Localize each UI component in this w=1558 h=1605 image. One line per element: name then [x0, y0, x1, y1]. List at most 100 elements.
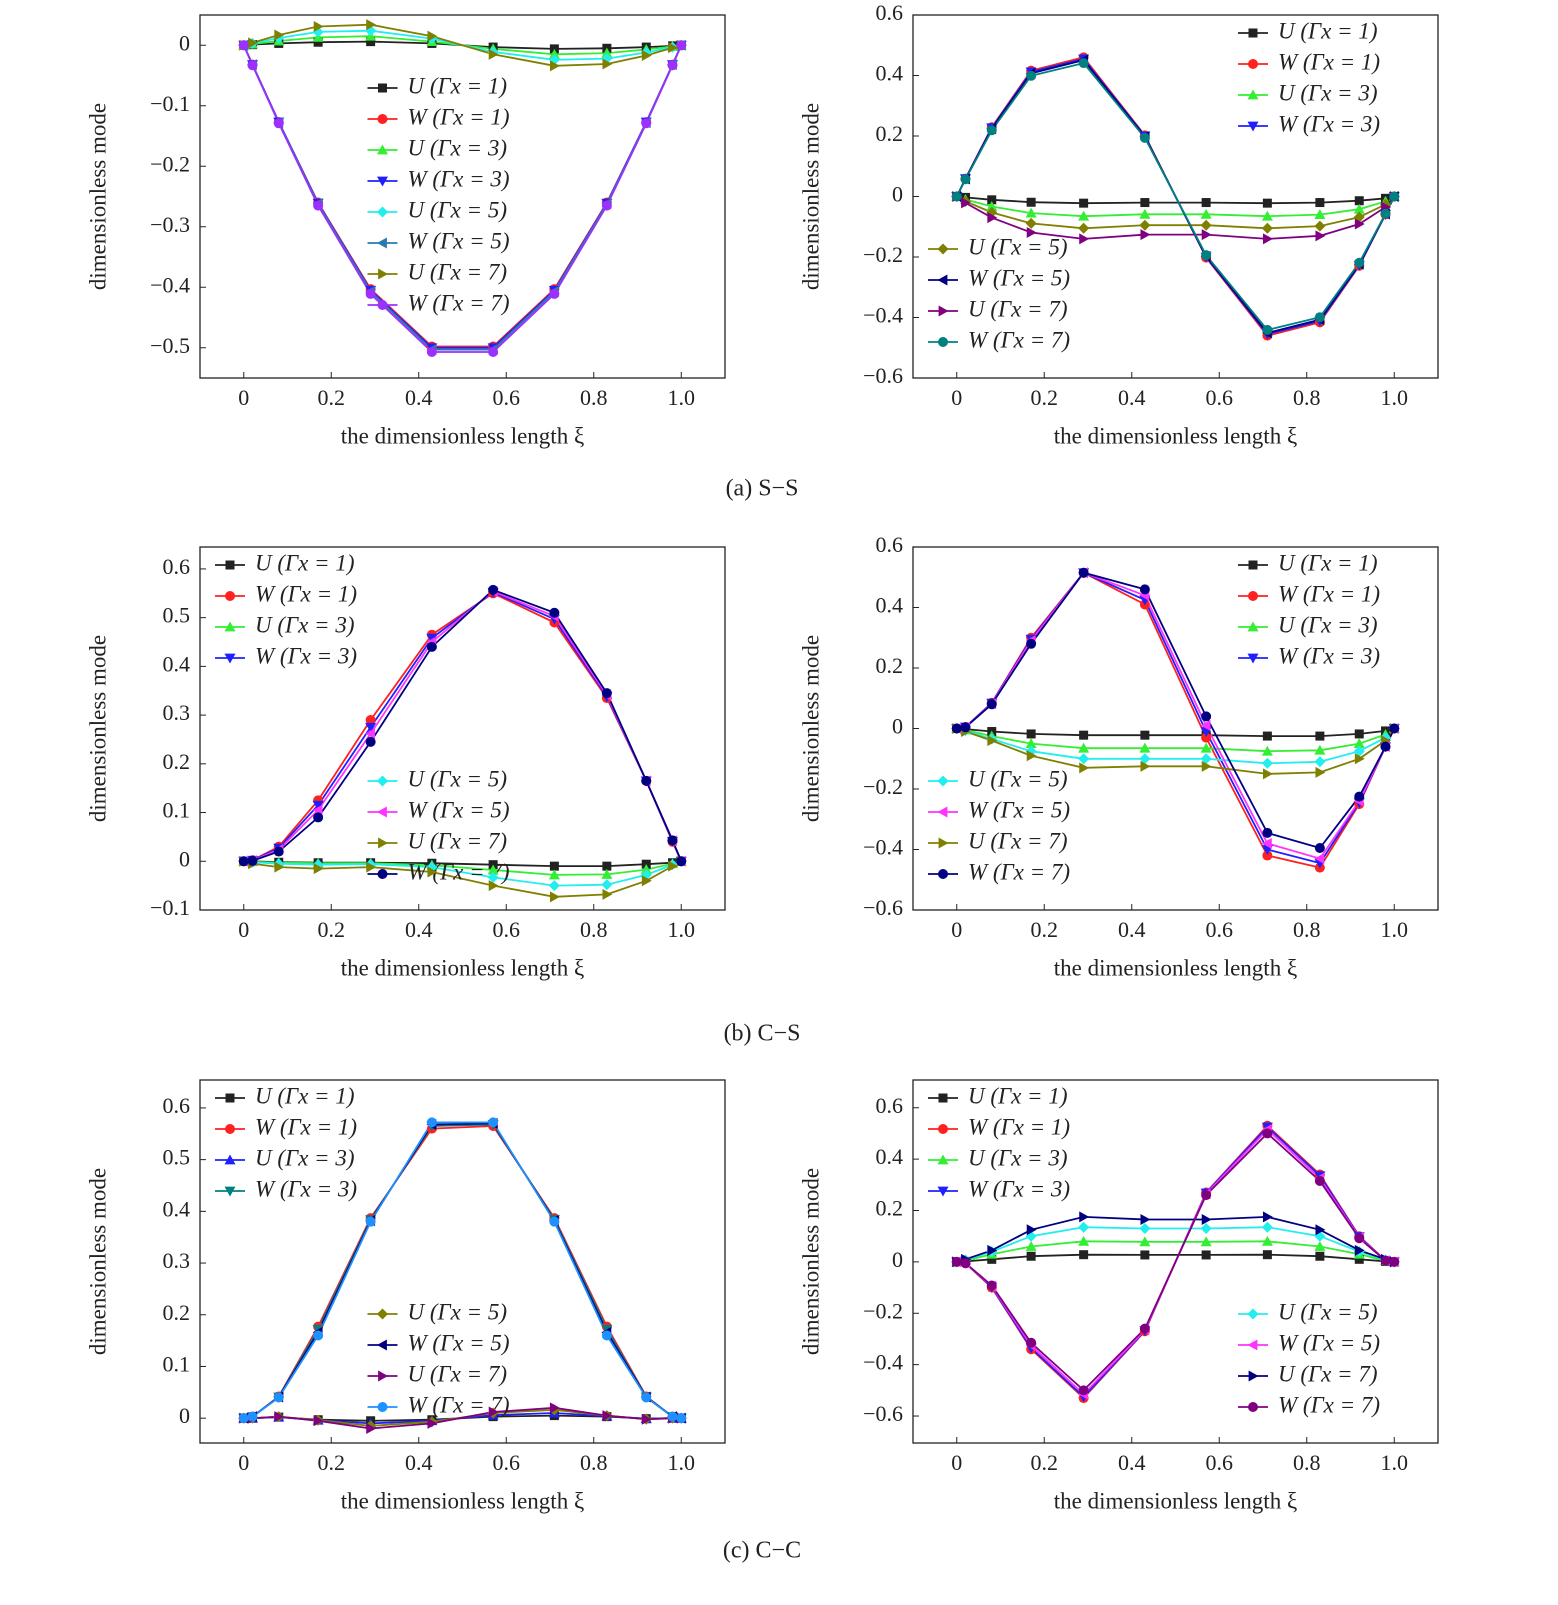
- y-axis-label: dimensionless mode: [85, 1168, 110, 1355]
- legend-label: U (Γx = 5): [1278, 1299, 1378, 1324]
- legend-label: W (Γx = 3): [255, 643, 357, 668]
- marker: [1200, 742, 1212, 753]
- marker: [1079, 198, 1089, 208]
- caption: (b) C−S: [724, 1021, 801, 1047]
- legend-marker: [377, 144, 388, 155]
- subplot: 0 0.2 0.4 0.6 0.8 1.0 −0.6 −0.4 −0.2 0 0.2 0.4 0.6 th…: [798, 0, 1439, 448]
- legend-label: U (Γx = 1): [1278, 18, 1378, 43]
- y-tick-label: 0: [179, 30, 190, 55]
- y-tick-label: −0.2: [863, 1298, 903, 1323]
- legend-label: U (Γx = 1): [408, 73, 508, 98]
- legend-label: W (Γx = 7): [1278, 1392, 1380, 1417]
- y-tick-label: 0: [892, 182, 903, 207]
- legend-marker: [225, 1093, 235, 1103]
- marker: [1380, 741, 1391, 752]
- marker: [986, 125, 997, 136]
- marker: [987, 212, 998, 224]
- marker: [1078, 1235, 1090, 1246]
- marker: [1315, 766, 1326, 778]
- marker: [1200, 1222, 1212, 1234]
- y-tick-label: 0.6: [876, 0, 904, 25]
- marker: [549, 1402, 560, 1414]
- marker: [1139, 1323, 1150, 1334]
- marker: [313, 1415, 324, 1427]
- marker: [1262, 324, 1273, 335]
- x-tick-label: 0: [951, 917, 962, 942]
- marker: [548, 48, 560, 59]
- marker: [1353, 203, 1365, 214]
- y-tick-label: 0: [179, 846, 190, 871]
- legend-label: W (Γx = 7): [408, 290, 510, 315]
- x-tick-label: 0.8: [580, 385, 608, 410]
- marker: [1315, 230, 1326, 242]
- x-tick-label: 0.8: [1293, 917, 1321, 942]
- marker: [641, 1392, 652, 1403]
- y-axis-label: dimensionless mode: [798, 103, 823, 290]
- marker: [1261, 837, 1272, 849]
- marker: [1026, 1251, 1036, 1261]
- legend-marker: [1248, 1370, 1259, 1382]
- marker: [1140, 198, 1150, 208]
- marker: [1314, 842, 1325, 853]
- marker: [1201, 198, 1211, 208]
- marker: [1262, 1211, 1273, 1223]
- marker: [601, 879, 613, 891]
- y-tick-label: 0: [892, 1247, 903, 1272]
- marker: [366, 861, 377, 873]
- marker: [488, 880, 499, 892]
- legend-marker: [937, 1154, 949, 1165]
- marker: [641, 875, 652, 887]
- legend-label: U (Γx = 3): [968, 1145, 1068, 1170]
- marker: [1389, 1256, 1400, 1267]
- marker: [1201, 1250, 1211, 1260]
- legend-label: U (Γx = 5): [408, 1299, 508, 1324]
- legend-label: U (Γx = 1): [1278, 550, 1378, 575]
- y-tick-label: 0.6: [163, 1093, 191, 1118]
- legend-label: W (Γx = 5): [408, 1330, 510, 1355]
- marker: [668, 42, 678, 54]
- x-tick-label: 0.2: [318, 1450, 346, 1475]
- marker: [1315, 1224, 1326, 1236]
- legend-marker: [377, 1402, 388, 1412]
- legend-marker: [377, 869, 388, 879]
- marker: [602, 1410, 613, 1422]
- legend-marker: [938, 1124, 948, 1134]
- marker: [1314, 744, 1326, 755]
- marker: [1201, 1190, 1212, 1201]
- marker: [548, 869, 560, 880]
- marker: [601, 868, 613, 879]
- marker: [1139, 742, 1151, 753]
- marker: [1140, 730, 1150, 740]
- marker: [1262, 768, 1273, 780]
- marker: [1261, 210, 1273, 221]
- subplot: 0 0.2 0.4 0.6 0.8 1.0 0 −0.1 −0.2 −0.3 −0.4 −0.5 the…: [85, 14, 726, 448]
- marker: [1026, 1337, 1037, 1348]
- legend-label: W (Γx = 1): [255, 581, 357, 606]
- x-tick-label: 0: [238, 1450, 249, 1475]
- y-tick-label: −0.4: [863, 303, 903, 328]
- legend-label: U (Γx = 5): [408, 766, 508, 791]
- legend-marker: [377, 806, 387, 818]
- legend-marker: [1247, 621, 1259, 632]
- marker: [1314, 756, 1326, 768]
- y-tick-label: 0.4: [876, 1144, 904, 1169]
- legend-label: U (Γx = 5): [968, 766, 1068, 791]
- x-tick-label: 1.0: [1381, 385, 1409, 410]
- marker: [1262, 233, 1273, 245]
- legend-marker: [1248, 591, 1258, 601]
- series-line: [956, 571, 1396, 850]
- x-tick-label: 0.4: [1118, 1450, 1146, 1475]
- legend-marker: [224, 653, 236, 664]
- marker: [986, 200, 998, 211]
- legend-marker: [938, 337, 948, 347]
- y-tick-label: −0.3: [150, 212, 190, 237]
- y-tick-label: −0.4: [863, 835, 903, 860]
- marker: [488, 48, 499, 60]
- legend-label: U (Γx = 3): [255, 1145, 355, 1170]
- marker: [238, 856, 249, 867]
- marker: [488, 584, 499, 595]
- legend-marker: [377, 176, 388, 187]
- marker: [273, 118, 284, 129]
- legend-label: U (Γx = 3): [1278, 80, 1378, 105]
